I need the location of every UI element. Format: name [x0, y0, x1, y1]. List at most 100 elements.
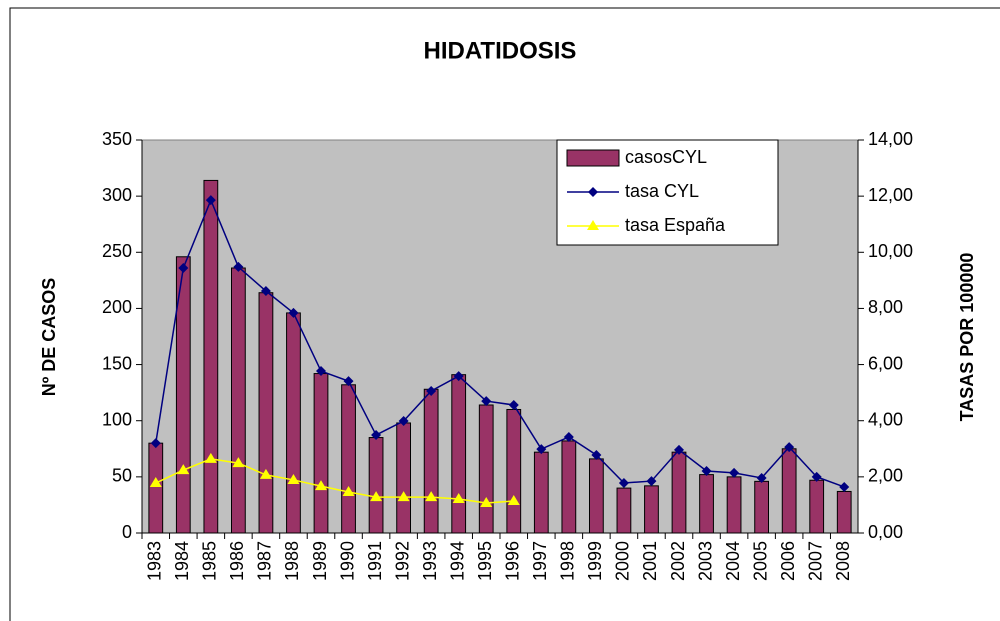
line-marker [508, 399, 519, 410]
bar [313, 373, 329, 534]
y2-tick-label: 12,00 [868, 185, 913, 205]
bar [671, 451, 687, 534]
bar [836, 490, 852, 534]
line-marker [232, 457, 245, 468]
x-tick-label: 2007 [805, 541, 825, 581]
line-marker [646, 476, 657, 487]
legend-label: tasa España [625, 215, 726, 235]
x-tick-label: 1999 [585, 541, 605, 581]
bar [781, 448, 797, 534]
line-marker [397, 491, 410, 502]
y2-tick-label: 0,00 [868, 522, 903, 542]
line-marker [288, 307, 299, 318]
x-tick-label: 1990 [337, 541, 357, 581]
y2-tick-label: 8,00 [868, 297, 903, 317]
bar [451, 374, 467, 534]
line-marker [398, 415, 409, 426]
bar [203, 179, 219, 534]
x-tick-label: 1984 [172, 541, 192, 581]
bar [231, 267, 246, 534]
bar [506, 408, 522, 534]
line-marker [701, 465, 712, 476]
x-tick-label: 1985 [200, 541, 220, 581]
bar [258, 292, 274, 534]
line-marker [563, 431, 574, 442]
line-marker [618, 478, 629, 489]
line-marker [178, 263, 189, 274]
line-marker [370, 491, 383, 502]
x-tick-label: 2005 [750, 541, 770, 581]
line-marker [536, 444, 547, 455]
line-marker [205, 195, 216, 206]
x-tick-label: 2002 [668, 541, 688, 581]
bar [699, 474, 714, 534]
x-tick-label: 1994 [447, 541, 467, 581]
legend-marker [587, 220, 599, 230]
line-marker [507, 494, 520, 505]
line-marker [784, 442, 795, 453]
line-marker [425, 491, 438, 502]
y-tick-label: 200 [102, 297, 132, 317]
x-tick-label: 1987 [255, 541, 275, 581]
bar [589, 458, 604, 534]
bar [809, 479, 825, 534]
line-marker [343, 376, 354, 387]
bar [478, 404, 494, 534]
bar [148, 442, 164, 534]
line-marker [674, 444, 684, 455]
line-marker [259, 468, 272, 479]
x-tick-label: 1989 [310, 541, 330, 581]
x-tick-label: 1992 [392, 541, 412, 581]
x-tick-label: 1986 [227, 541, 247, 581]
bar [616, 487, 632, 534]
line-marker [729, 467, 740, 478]
x-tick-label: 2001 [640, 541, 660, 581]
y-tick-label: 300 [102, 185, 132, 205]
x-tick-label: 1997 [530, 541, 550, 581]
line-marker [480, 496, 493, 507]
chart-title: HIDATIDOSIS [424, 37, 577, 64]
y2-tick-label: 14,00 [868, 129, 913, 149]
x-tick-label: 2003 [695, 541, 715, 581]
y2-tick-label: 2,00 [868, 466, 903, 486]
legend-marker [588, 187, 598, 197]
y-axis-label: Nº DE CASOS [39, 278, 59, 397]
x-tick-label: 1991 [365, 541, 385, 581]
bar [286, 312, 301, 534]
x-tick-label: 2006 [778, 541, 798, 581]
bar [726, 476, 742, 534]
x-tick-label: 2000 [613, 541, 633, 581]
x-tick-label: 2008 [833, 541, 853, 581]
x-tick-label: 1983 [145, 541, 165, 581]
line-marker [149, 477, 162, 488]
y2-axis-label: TASAS POR 100000 [957, 253, 977, 422]
line-marker [756, 472, 767, 483]
y2-tick-label: 6,00 [868, 353, 903, 373]
y-tick-label: 150 [102, 353, 132, 373]
bar [396, 422, 412, 534]
line-marker [150, 438, 161, 449]
line-marker [204, 452, 217, 463]
line-marker [452, 493, 465, 504]
line-marker [260, 286, 271, 297]
bar [754, 480, 770, 534]
y2-tick-label: 10,00 [868, 241, 913, 261]
line-marker [287, 473, 300, 484]
y2-tick-label: 4,00 [868, 409, 903, 429]
line-marker [591, 449, 602, 460]
x-tick-label: 1996 [503, 541, 523, 581]
y-tick-label: 0 [122, 522, 132, 542]
line [155, 458, 514, 504]
bar [175, 256, 191, 534]
x-tick-label: 1988 [282, 541, 302, 581]
x-tick-label: 1995 [475, 541, 495, 581]
line-marker [839, 481, 850, 492]
x-tick-label: 1993 [420, 541, 440, 581]
legend-label: tasa CYL [625, 181, 699, 201]
bar [368, 437, 384, 534]
y-tick-label: 250 [102, 241, 132, 261]
legend-swatch [566, 149, 620, 167]
line-marker [233, 261, 244, 272]
x-tick-label: 1998 [558, 541, 578, 581]
